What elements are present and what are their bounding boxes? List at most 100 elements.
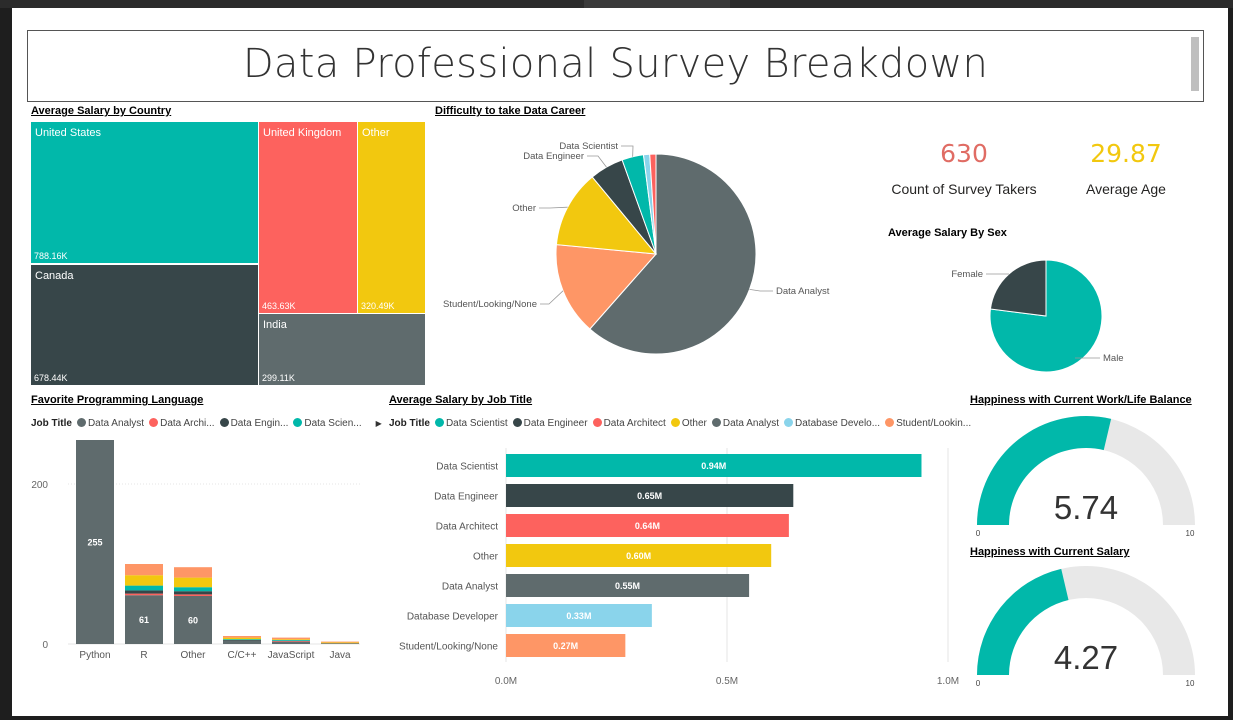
bar-segment-r-data-engineer[interactable]: [125, 590, 163, 594]
bar-data-analyst[interactable]: [506, 574, 750, 597]
leader-line: [749, 288, 773, 292]
bar-data-label: 0.65M: [637, 491, 662, 501]
bar-segment-other-student-looking-none[interactable]: [174, 567, 212, 578]
bar-student-looking-none[interactable]: [506, 634, 626, 657]
y-tick-label: Data Architect: [436, 522, 498, 533]
legend-item-data-architect[interactable]: Data Architect: [603, 418, 666, 429]
y-tick-label: Student/Looking/None: [399, 642, 498, 653]
bar-segment-javascript-data-analyst[interactable]: [272, 641, 310, 644]
legend-item-other[interactable]: Other: [681, 418, 707, 429]
bar-segment-c-c-student-looking-none[interactable]: [223, 636, 261, 638]
legend-marker: [784, 418, 794, 427]
legend-item-data-scientist[interactable]: Data Scientist: [445, 418, 508, 429]
bar-database-developer[interactable]: [506, 604, 652, 627]
legend-marker: [76, 418, 86, 427]
bar-segment-other-other[interactable]: [174, 577, 212, 588]
tile-value: 463.63K: [262, 301, 296, 311]
legend-item-data-engineer[interactable]: Data Engineer: [523, 418, 588, 429]
bar-data-scientist[interactable]: [506, 454, 922, 477]
bar-segment-javascript-data-architect[interactable]: [272, 640, 310, 642]
bar-segment-javascript-data-scientist[interactable]: [272, 640, 310, 641]
legend-marker: [592, 418, 602, 427]
bar-data-label: 0.55M: [615, 581, 640, 591]
treemap-tile-canada[interactable]: Canada 678.44K: [30, 264, 259, 386]
bar-segment-javascript-student-looking-none[interactable]: [272, 637, 310, 640]
bar-segment-r-data-scientist[interactable]: [125, 585, 163, 591]
window-tab-strip: [584, 0, 730, 8]
bar-segment-java-other[interactable]: [321, 642, 359, 644]
bar-segment-c-c-data-analyst[interactable]: [223, 640, 261, 644]
count-kpi-label: Count of Survey Takers: [891, 181, 1037, 197]
bar-segment-r-other[interactable]: [125, 575, 163, 586]
salary-by-country-title: Average Salary by Country: [31, 105, 172, 117]
treemap-tile-united-kingdom[interactable]: United Kingdom 463.63K: [258, 121, 358, 314]
legend-marker: [711, 418, 721, 427]
pie-slice-other[interactable]: [555, 176, 658, 255]
happiness-work-gauge[interactable]: 5.74 0 10: [966, 408, 1206, 543]
legend-title: Job Title: [31, 418, 72, 429]
bar-data-label: 255: [87, 538, 102, 548]
bar-segment-java-data-analyst[interactable]: [321, 643, 359, 644]
bar-segment-javascript-other[interactable]: [272, 639, 310, 640]
tile-value: 299.11K: [262, 373, 295, 383]
pie-slice-student-looking-none[interactable]: [555, 244, 658, 330]
fav-language-stacked-bar-chart[interactable]: 02004002555456Python61R60OtherC/C++JavaS…: [20, 440, 380, 670]
bar-other[interactable]: [506, 544, 772, 567]
bar-segment-r-student-looking-none[interactable]: [125, 564, 163, 576]
legend-item-data-engin[interactable]: Data Engin...: [230, 418, 289, 429]
scrollbar-thumb[interactable]: [1191, 37, 1199, 91]
legend-item-database-develo[interactable]: Database Develo...: [795, 418, 881, 429]
bar-segment-java-student-looking-none[interactable]: [321, 641, 359, 643]
happiness-salary-gauge[interactable]: 4.27 0 10: [966, 558, 1206, 693]
bar-data-label: 0.64M: [635, 521, 660, 531]
pie-slice-minor-6[interactable]: [649, 153, 657, 255]
salary-by-sex-pie-chart[interactable]: Male Female: [930, 245, 1145, 385]
salary-by-job-bar-chart[interactable]: 0.0M 0.5M 1.0M Data Scientist 0.94M Data Engi…: [380, 440, 970, 690]
legend-next-arrow-icon[interactable]: ▶: [375, 419, 382, 428]
gauge-max-label: 10: [1186, 529, 1195, 538]
leader-line: [621, 145, 634, 157]
salary-by-job-title: Average Salary by Job Title: [389, 394, 533, 406]
age-kpi-label: Average Age: [1086, 181, 1166, 197]
x-tick-label: Python: [79, 650, 110, 661]
pie-slice-data-analyst[interactable]: [589, 153, 757, 355]
bar-segment-other-data-engineer[interactable]: [174, 591, 212, 595]
bar-segment-c-c-data-scientist[interactable]: [223, 639, 261, 640]
bar-segment-r-data-architect[interactable]: [125, 593, 163, 596]
bar-data-label: 0.33M: [566, 611, 591, 621]
bar-data-engineer[interactable]: [506, 484, 794, 507]
tile-value: 678.44K: [34, 373, 68, 383]
bar-data-label: 61: [139, 615, 149, 625]
page-title: Data Professional Survey Breakdown: [242, 41, 989, 87]
x-tick-label: Java: [329, 650, 351, 661]
fav-language-legend: Job Title Data Analyst Data Archi... Data E…: [31, 418, 382, 429]
bar-segment-c-c-other[interactable]: [223, 637, 261, 640]
gauge-value: 5.74: [1054, 489, 1118, 526]
treemap-tile-india[interactable]: India 299.11K: [258, 313, 426, 386]
gauge-min-label: 0: [976, 679, 981, 688]
bar-segment-r-data-analyst[interactable]: [125, 595, 163, 644]
legend-item-data-scien[interactable]: Data Scien...: [304, 418, 362, 429]
pie-label: Female: [951, 269, 983, 280]
treemap-tile-other[interactable]: Other 320.49K: [357, 121, 426, 314]
treemap-tile-united-states[interactable]: United States 788.16K: [30, 121, 259, 264]
legend-item-data-analyst[interactable]: Data Analyst: [87, 418, 145, 429]
bar-segment-other-data-scientist[interactable]: [174, 587, 212, 592]
legend-item-data-archi[interactable]: Data Archi...: [160, 418, 215, 429]
bar-segment-python-data-analyst[interactable]: [76, 440, 114, 644]
age-kpi-value: 29.87: [1090, 139, 1162, 168]
bar-segment-c-c-data-engineer[interactable]: [223, 640, 261, 641]
x-tick-label: 1.0M: [937, 676, 959, 687]
pie-slice-female[interactable]: [989, 259, 1047, 317]
bar-data-architect[interactable]: [506, 514, 789, 537]
pie-label: Other: [512, 203, 536, 214]
bar-segment-other-data-architect[interactable]: [174, 594, 212, 596]
legend-item-student-lookin[interactable]: Student/Lookin...: [896, 418, 972, 429]
tile-value: 320.49K: [361, 301, 395, 311]
legend-item-data-analyst[interactable]: Data Analyst: [722, 418, 780, 429]
difficulty-pie-chart[interactable]: Data Analyst Student/Looking/None Other Dat…: [430, 122, 870, 384]
gauge-fill: [977, 416, 1112, 525]
bar-data-label: 0.94M: [701, 461, 726, 471]
bar-segment-other-data-analyst[interactable]: [174, 596, 212, 644]
salary-by-sex-title: Average Salary By Sex: [888, 227, 1007, 239]
